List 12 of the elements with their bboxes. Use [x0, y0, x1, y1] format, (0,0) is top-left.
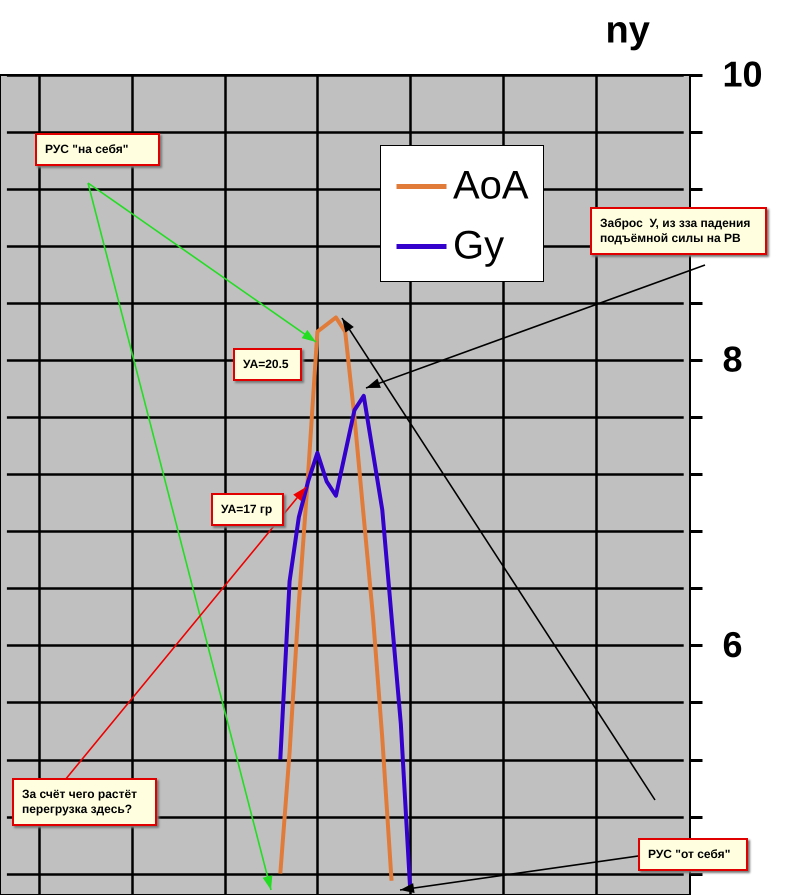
callout-box: Заброс У, из зза падения подъёмной силы на РВ [590, 207, 767, 255]
y-tick-label: 6 [722, 624, 743, 665]
callout-box: За счёт чего растёт перегрузка здесь? [12, 778, 157, 826]
y-tick-label: 10 [722, 54, 763, 94]
y-axis-title: ny [606, 10, 650, 52]
legend-label: Gy [453, 224, 504, 268]
y-tick-label: 8 [722, 338, 743, 380]
callout-box: РУС "от себя" [638, 838, 748, 871]
legend-label: AoA [453, 164, 529, 208]
callout-box: УА=17 гр [211, 493, 284, 526]
callout-box: УА=20.5 [233, 348, 302, 381]
callout-box: РУС "на себя" [35, 133, 160, 166]
